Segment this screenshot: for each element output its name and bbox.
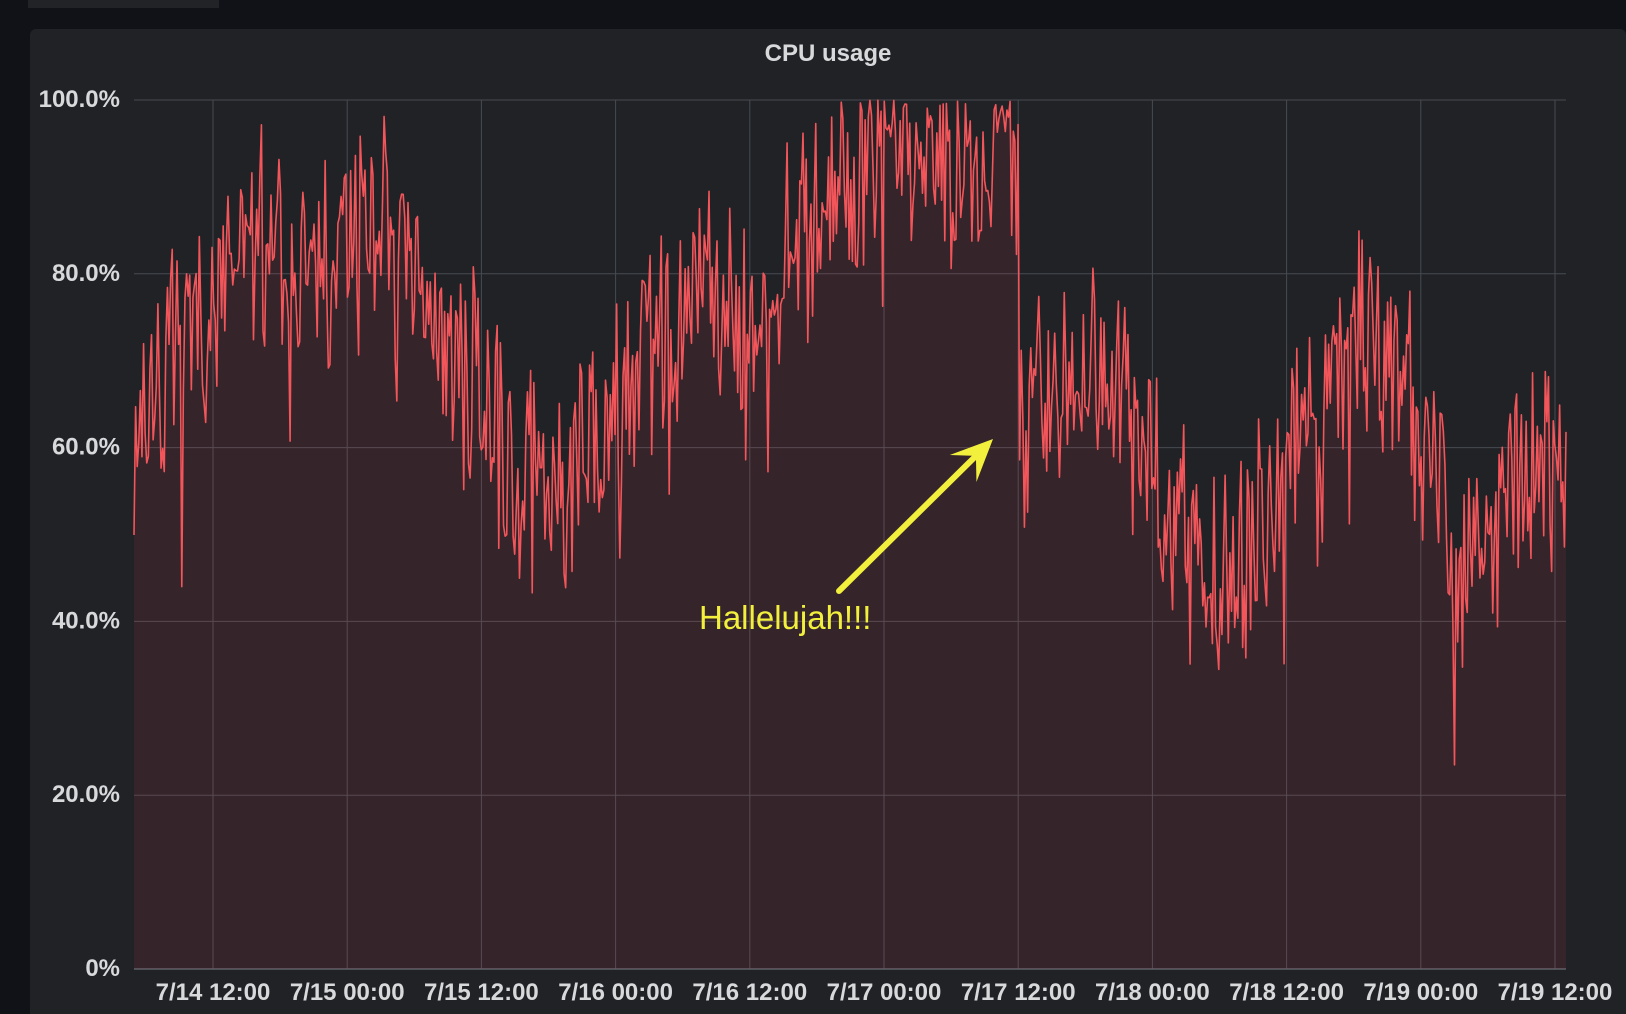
svg-text:7/19 12:00: 7/19 12:00 (1498, 979, 1613, 1006)
svg-text:20.0%: 20.0% (52, 781, 120, 808)
svg-text:0%: 0% (85, 955, 120, 982)
svg-text:7/15 12:00: 7/15 12:00 (424, 979, 539, 1006)
svg-text:7/17 12:00: 7/17 12:00 (961, 979, 1076, 1006)
svg-text:Hallelujah!!!: Hallelujah!!! (699, 599, 871, 636)
svg-text:7/16 12:00: 7/16 12:00 (692, 979, 807, 1006)
svg-text:7/15 00:00: 7/15 00:00 (290, 979, 405, 1006)
svg-text:60.0%: 60.0% (52, 434, 120, 461)
svg-text:40.0%: 40.0% (52, 607, 120, 634)
svg-text:7/18 12:00: 7/18 12:00 (1229, 979, 1344, 1006)
svg-text:7/16 00:00: 7/16 00:00 (558, 979, 673, 1006)
svg-text:7/17 00:00: 7/17 00:00 (827, 979, 942, 1006)
svg-text:7/18 00:00: 7/18 00:00 (1095, 979, 1210, 1006)
svg-text:7/14 12:00: 7/14 12:00 (156, 979, 271, 1006)
svg-text:100.0%: 100.0% (39, 86, 120, 113)
svg-text:80.0%: 80.0% (52, 260, 120, 287)
svg-text:7/19 00:00: 7/19 00:00 (1363, 979, 1478, 1006)
